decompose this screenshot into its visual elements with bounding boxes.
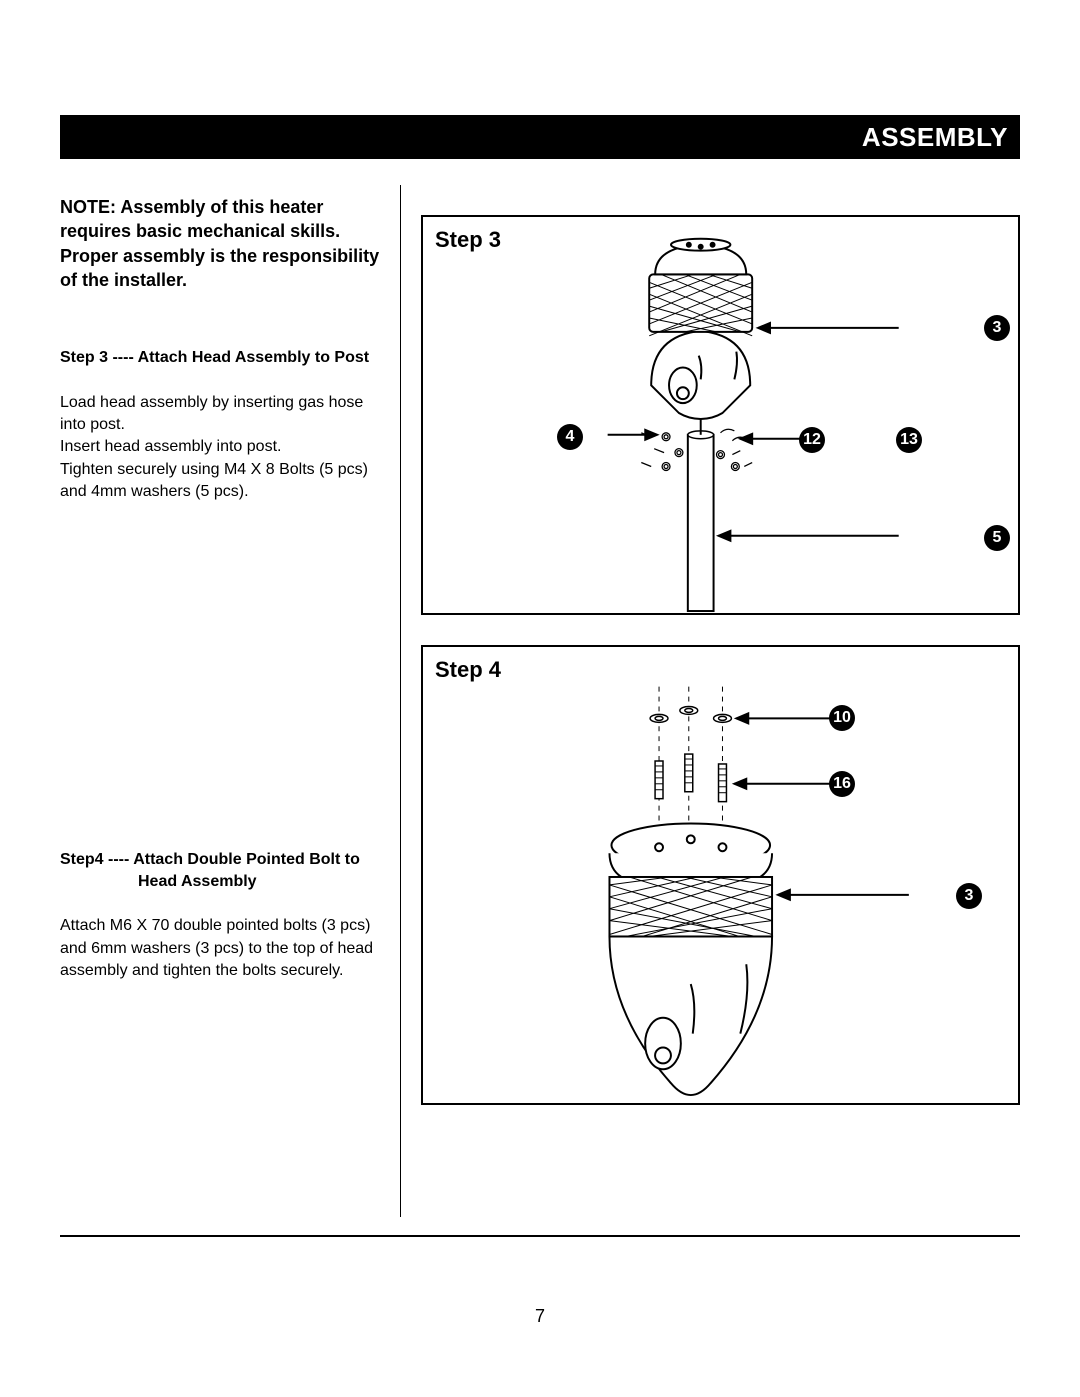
left-column: NOTE: Assembly of this heater requires b… <box>60 185 400 1217</box>
step4-title: Step4 ---- Attach Double Pointed Bolt to… <box>60 849 380 894</box>
callout-3b: 3 <box>956 883 982 909</box>
callout-3: 3 <box>984 315 1010 341</box>
step4-diagram <box>423 647 1018 1103</box>
callout-16: 16 <box>829 771 855 797</box>
content-area: NOTE: Assembly of this heater requires b… <box>60 185 1020 1217</box>
step3-body: Load head assembly by inserting gas hose… <box>60 392 380 504</box>
step4-body: Attach M6 X 70 double pointed bolts (3 p… <box>60 915 380 982</box>
figure-step3: Step 3 <box>421 215 1020 615</box>
callout-10: 10 <box>829 705 855 731</box>
callout-13: 13 <box>896 427 922 453</box>
step4-title-cont: Head Assembly <box>60 871 380 893</box>
step3-diagram <box>423 217 1018 613</box>
callout-5: 5 <box>984 525 1010 551</box>
step3-title: Step 3 ---- Attach Head Assembly to Post <box>60 347 380 369</box>
section-title: ASSEMBLY <box>862 122 1008 153</box>
vertical-divider <box>400 185 401 1217</box>
note-text: NOTE: Assembly of this heater requires b… <box>60 195 380 292</box>
section-header: ASSEMBLY <box>60 115 1020 159</box>
bottom-rule <box>60 1235 1020 1237</box>
step4-title-prefix: Step4 ---- <box>60 851 133 868</box>
figure-step4: Step 4 <box>421 645 1020 1105</box>
right-column: Step 3 <box>421 185 1020 1217</box>
callout-12: 12 <box>799 427 825 453</box>
page-number: 7 <box>0 1306 1080 1327</box>
figure-step4-label: Step 4 <box>435 657 501 683</box>
callout-4: 4 <box>557 424 583 450</box>
manual-page: ASSEMBLY NOTE: Assembly of this heater r… <box>0 0 1080 1397</box>
step4-title-main: Attach Double Pointed Bolt to <box>133 851 360 868</box>
figure-step3-label: Step 3 <box>435 227 501 253</box>
